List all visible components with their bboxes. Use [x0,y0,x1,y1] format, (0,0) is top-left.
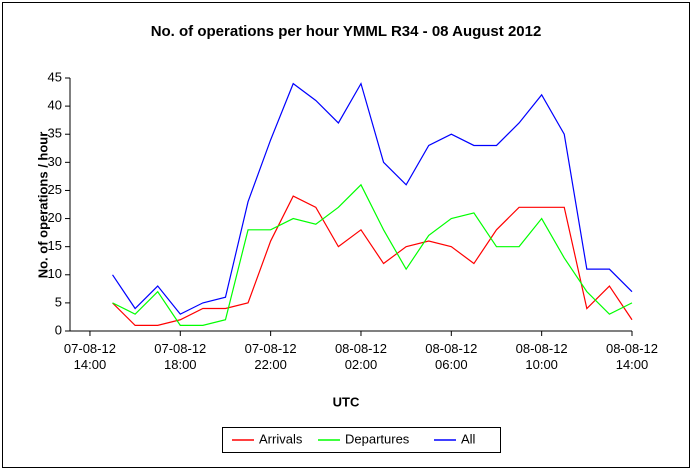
y-tick-label: 5 [55,294,62,309]
x-tick-label: 08-08-12 14:00 [605,341,659,372]
x-tick-label: 07-08-12 14:00 [63,341,116,372]
series-line [112,183,633,326]
y-tick-label: 0 [55,322,62,337]
series-line [112,82,633,315]
legend-label: Arrivals [259,431,303,446]
legend-label: All [461,431,476,446]
y-tick-label: 40 [48,98,62,113]
series-line [112,195,633,326]
x-tick-label: 07-08-12 18:00 [154,341,207,372]
x-tick-label: 08-08-12 06:00 [425,341,478,372]
y-tick-label: 15 [48,238,62,253]
y-tick-label: 45 [48,69,62,84]
x-axis-label: UTC [333,394,360,409]
y-tick-label: 20 [48,210,62,225]
x-tick-label: 07-08-12 22:00 [244,341,297,372]
x-tick-label: 08-08-12 10:00 [515,341,568,372]
y-axis-label: No. of operations / hour [35,132,50,279]
y-tick-label: 10 [48,266,62,281]
legend-label: Departures [345,431,410,446]
y-tick-label: 25 [48,182,62,197]
y-tick-label: 30 [48,154,62,169]
x-tick-label: 08-08-12 02:00 [334,341,387,372]
chart-title: No. of operations per hour YMML R34 - 08… [151,23,542,40]
y-tick-label: 35 [48,126,62,141]
